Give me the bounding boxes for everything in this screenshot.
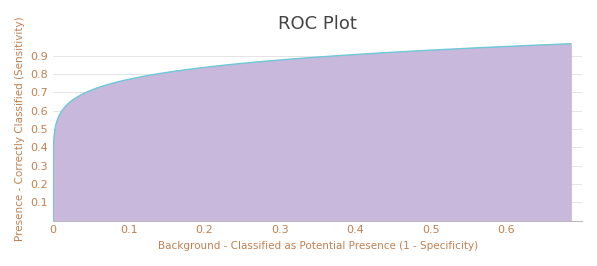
Title: ROC Plot: ROC Plot bbox=[278, 15, 357, 33]
X-axis label: Background - Classified as Potential Presence (1 - Specificity): Background - Classified as Potential Pre… bbox=[158, 241, 478, 251]
Y-axis label: Presence - Correctly Classified (Sensitivity): Presence - Correctly Classified (Sensiti… bbox=[15, 17, 25, 241]
